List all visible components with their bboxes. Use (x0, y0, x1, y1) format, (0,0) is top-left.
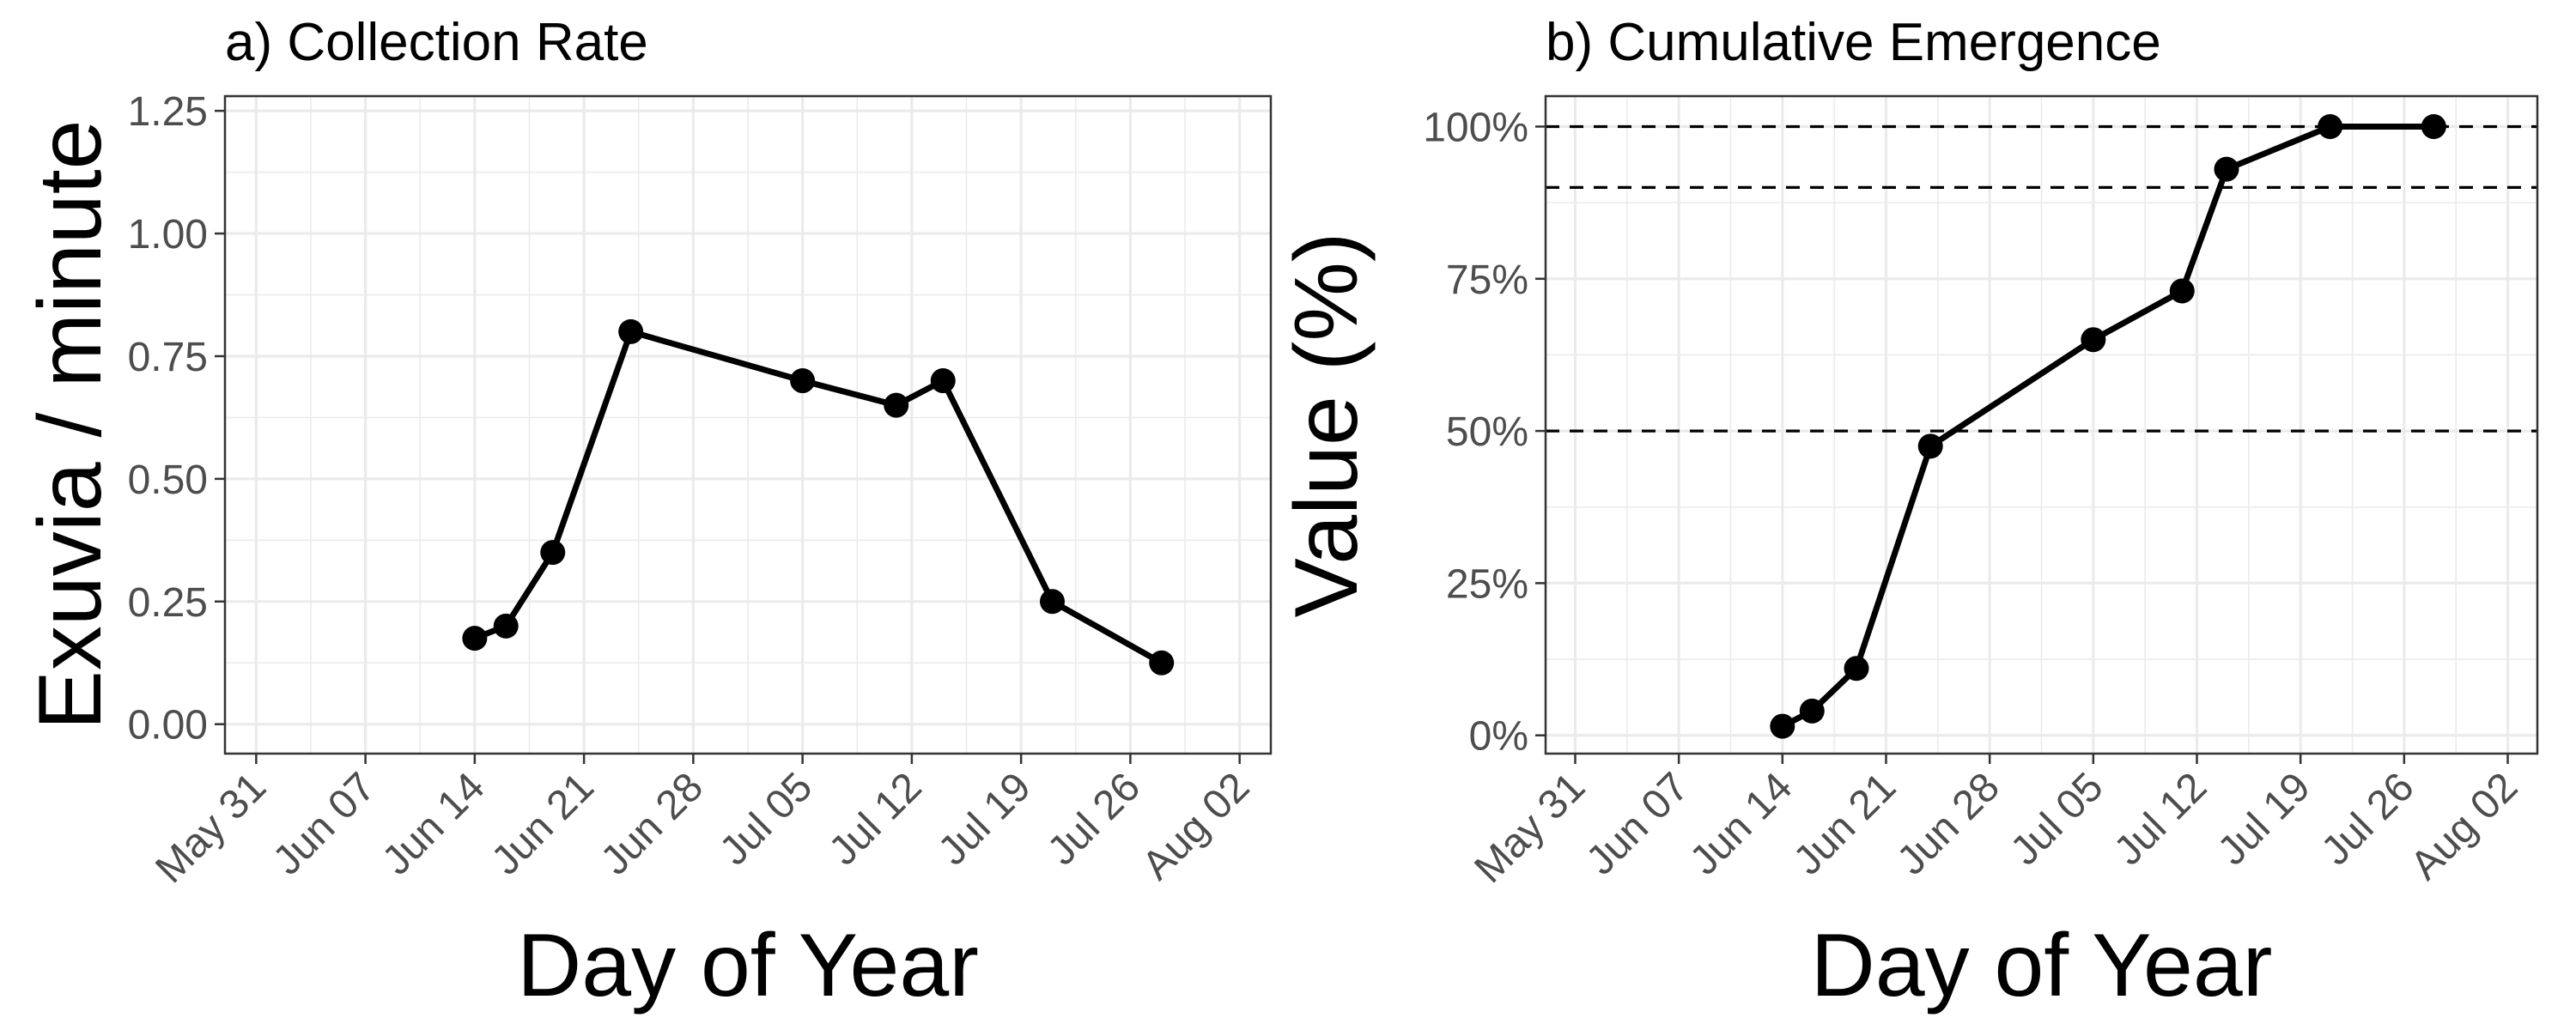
y-tick-label: 0.50 (128, 457, 208, 503)
data-point (790, 368, 816, 394)
data-point (1770, 713, 1795, 739)
data-point (2081, 327, 2106, 353)
data-point (2214, 156, 2239, 182)
data-point (1917, 433, 1943, 459)
x-tick-label: Jul 05 (2002, 764, 2112, 874)
y-tick-label: 0.75 (128, 335, 208, 380)
y-tick-label: 1.25 (128, 89, 208, 135)
chart-title: b) Cumulative Emergence (1546, 13, 2161, 72)
y-tick-label: 0.25 (128, 580, 208, 626)
x-tick-label: Jun 07 (1578, 764, 1698, 883)
x-axis-title: Day of Year (517, 916, 979, 1015)
x-tick-label: May 31 (1466, 764, 1594, 892)
x-tick-label: Jul 12 (2105, 764, 2215, 874)
y-tick-label: 0% (1469, 714, 1528, 760)
y-tick-label: 0.00 (128, 703, 208, 748)
x-tick-label: Jul 26 (1039, 764, 1149, 874)
data-point (540, 540, 566, 566)
data-point (2169, 278, 2195, 304)
data-point (2318, 113, 2343, 139)
x-tick-label: Jun 14 (1681, 764, 1801, 883)
y-tick-label: 1.00 (128, 212, 208, 258)
x-tick-label: Aug 02 (1133, 764, 1258, 888)
y-tick-label: 75% (1446, 258, 1528, 303)
panel-border (223, 94, 1273, 755)
y-tick-label: 25% (1446, 561, 1528, 607)
x-tick-label: Jul 19 (930, 764, 1040, 874)
x-tick-label: Jul 05 (711, 764, 821, 874)
data-point (1039, 589, 1065, 615)
chart-title: a) Collection Rate (225, 13, 648, 72)
x-tick-label: Jun 07 (264, 764, 384, 883)
data-point (1799, 698, 1825, 724)
x-tick-label: Jun 21 (483, 764, 603, 883)
y-axis-title: Value (%) (1277, 233, 1376, 618)
x-tick-label: May 31 (147, 764, 275, 892)
x-tick-label: Jun 14 (374, 764, 493, 883)
data-point (930, 368, 956, 394)
data-point (493, 613, 519, 639)
x-tick-label: Jul 12 (821, 764, 931, 874)
data-point (618, 318, 644, 344)
data-point (1149, 650, 1175, 676)
panel-border (1544, 94, 2539, 755)
x-tick-label: Aug 02 (2402, 764, 2526, 888)
data-point (462, 626, 488, 651)
x-tick-label: Jun 28 (1889, 764, 2008, 883)
x-tick-label: Jun 21 (1785, 764, 1905, 883)
y-axis-title: Exuvia / minute (21, 120, 120, 730)
data-point (2421, 113, 2446, 139)
x-tick-label: Jul 19 (2209, 764, 2319, 874)
data-point (1844, 656, 1869, 682)
x-tick-label: Jun 28 (592, 764, 712, 883)
x-axis-title: Day of Year (1811, 916, 2273, 1015)
y-tick-label: 50% (1446, 409, 1528, 455)
data-point (884, 392, 909, 418)
y-tick-label: 100% (1423, 105, 1528, 150)
